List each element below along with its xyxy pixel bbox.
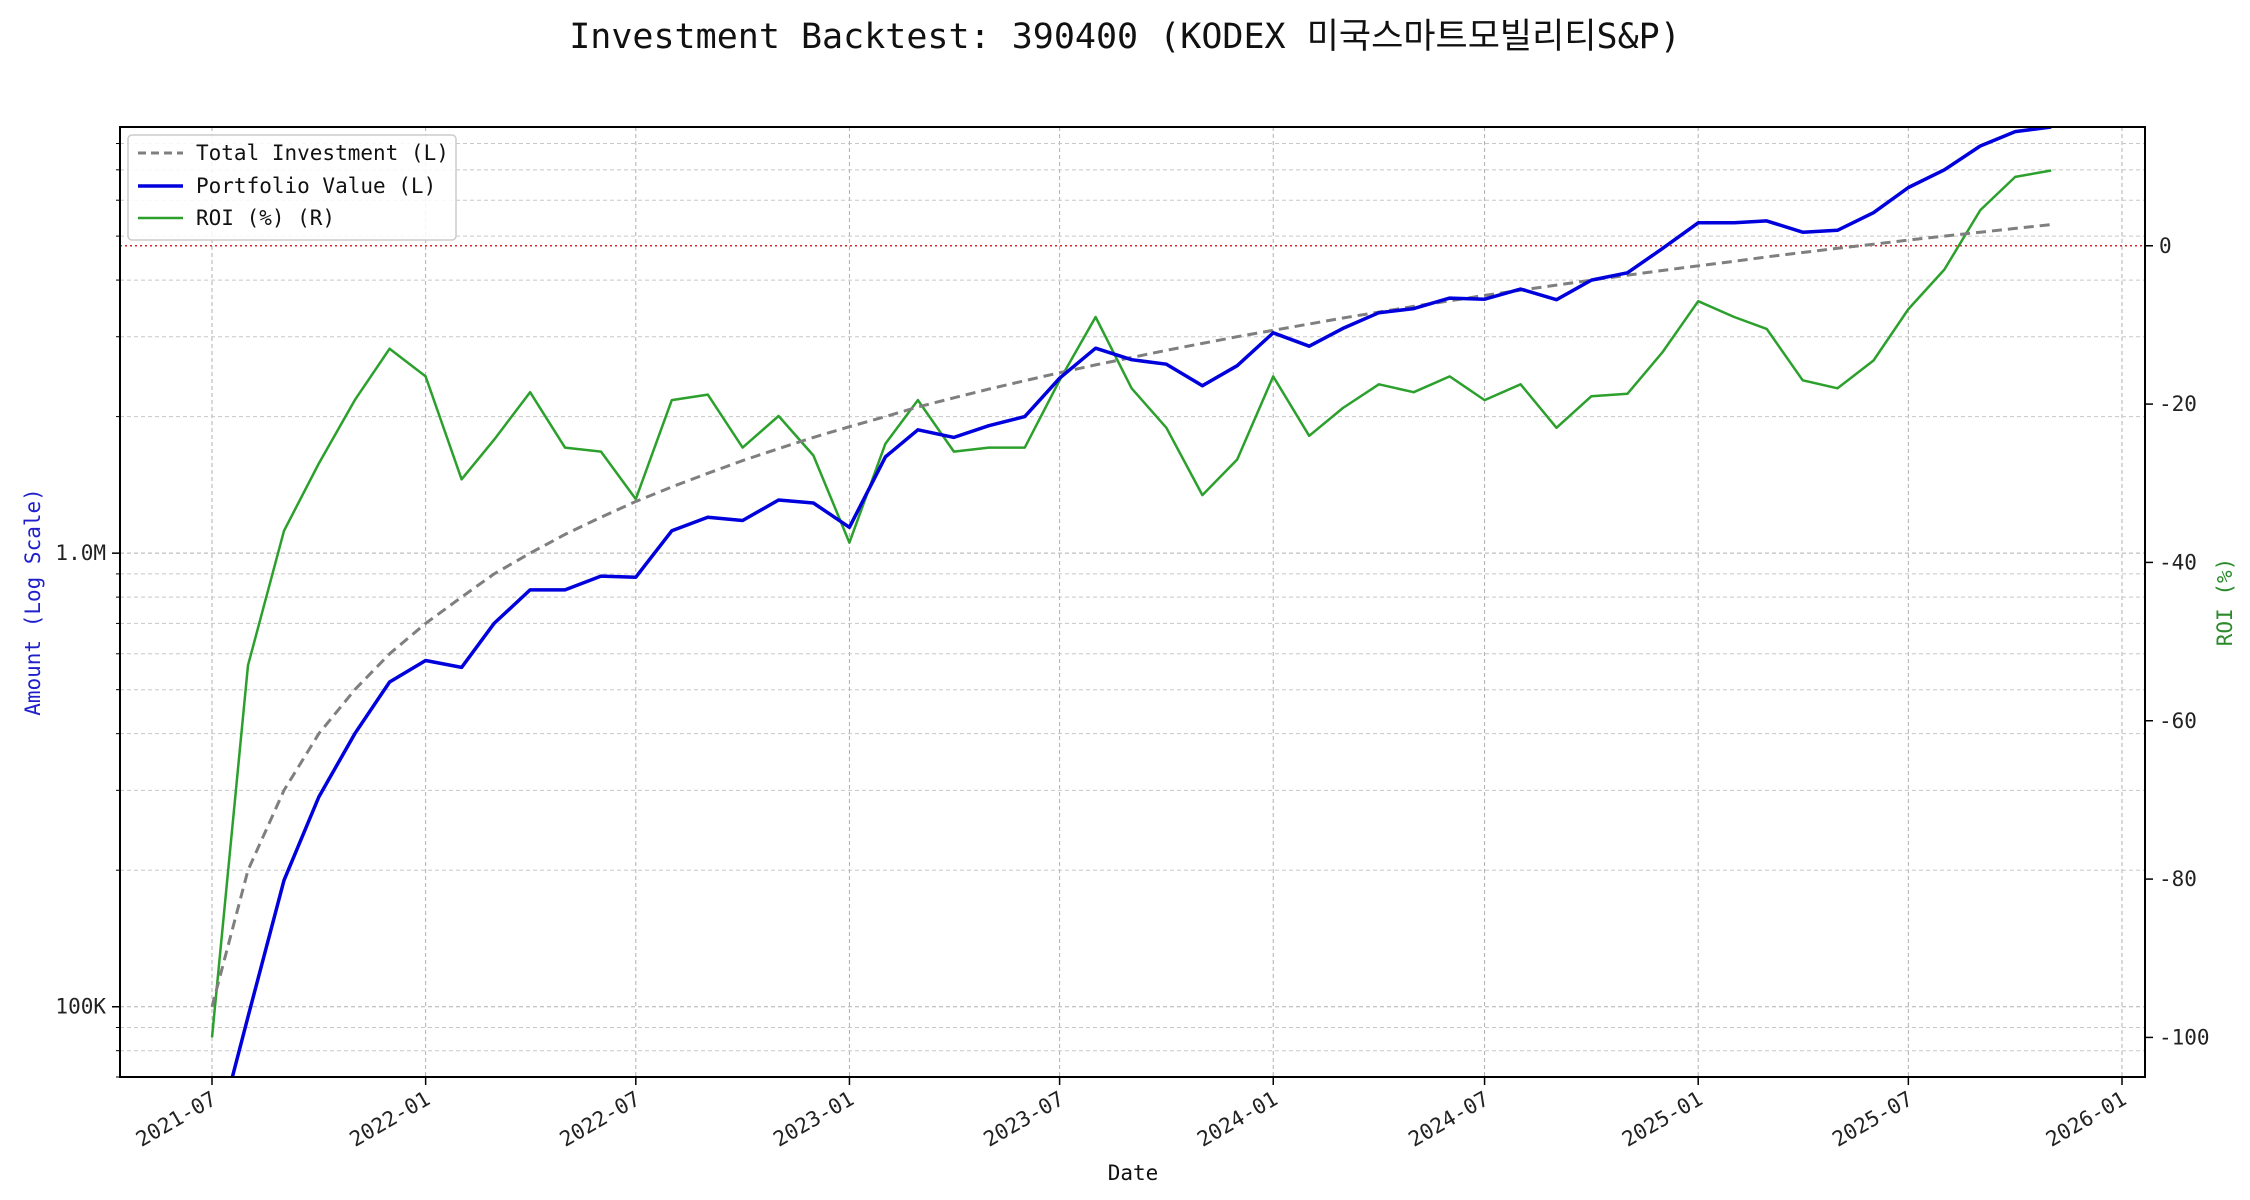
- x-tick-label: 2022-07: [556, 1087, 645, 1152]
- y-axis-right-label: ROI (%): [2213, 558, 2237, 647]
- y-axis-left-label: Amount (Log Scale): [21, 488, 45, 716]
- x-tick-label: 2022-01: [345, 1087, 434, 1152]
- y-left-tick-label: 1.0M: [55, 541, 106, 565]
- portfolio-value-line: [230, 127, 2052, 1077]
- total-investment-line: [210, 223, 2052, 1008]
- y-right-tick-label: 0: [2159, 234, 2172, 258]
- plot-series: [120, 127, 2145, 1077]
- x-tick-label: 2021-07: [132, 1087, 221, 1152]
- y-right-tick-label: -40: [2159, 550, 2197, 574]
- x-tick-label: 2024-07: [1404, 1087, 1493, 1152]
- legend: Total Investment (L) Portfolio Value (L)…: [127, 134, 457, 241]
- legend-label-roi: ROI (%) (R): [196, 206, 335, 230]
- y-left-tick-label: 100K: [55, 995, 106, 1019]
- roi-line: [210, 169, 2052, 1038]
- grid: [120, 127, 2145, 1078]
- legend-box: [127, 134, 457, 241]
- x-axis-label: Date: [1108, 1161, 1159, 1185]
- x-tick-label: 2024-01: [1193, 1087, 1282, 1152]
- x-tick-label: 2025-01: [1618, 1087, 1707, 1152]
- y-right-tick-label: -60: [2159, 709, 2197, 733]
- chart-title: Investment Backtest: 390400 (KODEX 미국스마트…: [569, 17, 1681, 57]
- legend-label-portfolio-value: Portfolio Value (L): [196, 174, 436, 198]
- x-tick-label: 2025-07: [1828, 1087, 1917, 1152]
- x-tick-label: 2023-01: [769, 1087, 858, 1152]
- x-tick-label: 2026-01: [2042, 1087, 2131, 1152]
- y-right-tick-label: -100: [2159, 1025, 2210, 1049]
- y-right-tick-label: -80: [2159, 867, 2197, 891]
- x-tick-label: 2023-07: [979, 1087, 1068, 1152]
- y-right-tick-label: -20: [2159, 392, 2197, 416]
- plot-area-frame: [119, 126, 2146, 1078]
- axes: 2021-07 2022-01 2022-07 2023-01 2023-07 2024-…: [55, 143, 2210, 1152]
- legend-label-total-investment: Total Investment (L): [196, 141, 449, 165]
